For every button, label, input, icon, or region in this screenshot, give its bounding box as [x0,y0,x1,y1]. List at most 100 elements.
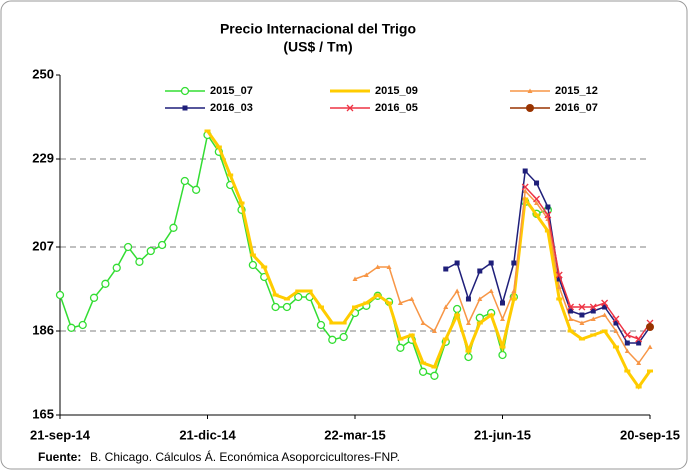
data-point [317,305,324,309]
y-tick-label: 207 [32,238,54,253]
data-point [635,385,642,389]
data-point [545,204,551,210]
data-point [544,211,552,219]
data-point [442,337,449,341]
data-point [375,264,381,269]
data-point [579,320,585,325]
data-point [533,213,540,217]
data-point [601,299,609,307]
data-point [488,260,494,266]
data-point [101,279,110,288]
data-point [123,242,133,252]
data-point [590,333,597,337]
x-tick-label: 21-jun-15 [474,427,531,442]
data-point [454,260,460,266]
data-point [555,271,563,279]
data-point [89,293,99,302]
data-point [567,303,575,311]
data-point [443,304,449,309]
source-text: B. Chicago. Cálculos Á. Económica Asopor… [90,449,400,464]
data-point [238,201,245,205]
data-point [374,293,381,297]
data-point [522,197,529,201]
legend-marker [180,86,190,96]
data-point [408,333,415,337]
data-point [430,371,439,380]
data-point [578,337,585,341]
y-tick-label: 165 [32,406,54,421]
data-point [283,297,290,301]
data-point [386,264,392,269]
data-point [510,297,517,301]
data-point [568,316,574,321]
data-point [78,320,87,330]
data-point [590,308,596,314]
data-point [396,343,405,352]
data-point [363,272,369,277]
data-point [271,302,280,312]
data-point [261,265,268,269]
legend-marker [527,88,533,93]
data-point [647,369,653,373]
y-tick-label: 186 [32,322,54,337]
chart-subtitle: (US$ / Tm) [283,39,352,55]
data-point [477,268,483,274]
data-point [397,337,404,341]
data-point [328,335,337,344]
data-point [636,340,642,346]
data-point [567,329,574,333]
data-point [340,321,347,325]
data-point [646,323,654,331]
data-point [601,329,608,333]
data-point [431,365,438,369]
data-point [316,320,326,330]
data-point [465,349,472,353]
legend-marker [526,104,534,112]
x-tick-label: 21-dic-14 [179,427,236,442]
data-point [635,335,643,343]
data-point [157,240,167,250]
y-tick-label: 229 [32,150,54,165]
legend-label: 2015_09 [375,85,418,97]
data-point [397,300,403,305]
data-point [465,296,471,302]
data-point [624,348,630,353]
data-point [306,289,313,293]
data-point [511,288,517,293]
chart-title: Precio Internacional del Trigo [220,21,416,37]
data-point [556,284,562,289]
data-point [579,312,585,318]
data-point [476,321,483,325]
data-point [454,288,460,293]
data-point [498,350,507,360]
legend-label: 2015_12 [555,85,598,97]
data-point [227,173,234,177]
legend-marker [346,104,354,112]
data-point [522,188,528,193]
data-point [248,260,258,270]
data-point [522,168,528,174]
data-point [636,360,642,365]
data-point [488,288,494,293]
data-point [624,369,631,373]
data-point [146,246,155,256]
data-point [409,296,415,301]
data-point [534,200,540,205]
data-point [534,180,540,186]
data-point [488,313,495,317]
data-point [420,361,427,365]
data-point [249,253,256,257]
data-point [465,320,471,325]
y-tick-label: 250 [32,66,54,81]
data-point [352,276,358,281]
data-point [386,301,393,305]
data-point [204,129,211,133]
data-point [511,260,517,266]
data-point [169,223,178,232]
data-point [612,315,620,323]
data-point [135,257,144,266]
data-point [329,321,336,325]
data-point [499,345,506,349]
data-point [613,328,619,333]
